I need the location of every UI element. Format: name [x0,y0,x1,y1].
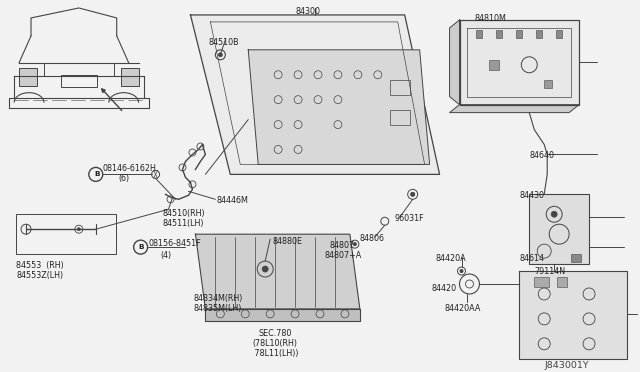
Bar [534,277,549,287]
Text: 84553  (RH): 84553 (RH) [16,261,64,270]
Text: (78L10(RH): (78L10(RH) [252,339,297,348]
Bar [19,68,37,86]
Text: B: B [138,244,143,250]
Text: 84420AA: 84420AA [445,304,481,313]
Text: 79114N: 79114N [534,267,565,276]
Polygon shape [449,105,579,113]
Bar [390,80,410,94]
Text: 84640: 84640 [529,151,554,160]
Bar [390,110,410,125]
Text: 84614: 84614 [519,254,544,263]
Text: 08156-8451F: 08156-8451F [148,239,201,248]
Bar [121,68,139,86]
Text: (6): (6) [118,174,130,183]
Bar [556,30,562,38]
Text: 84553Z(LH): 84553Z(LH) [16,271,63,280]
Bar [557,277,567,287]
Bar [61,75,97,87]
Bar [490,60,499,70]
Text: 84300: 84300 [295,7,320,16]
Text: 08146-6162H: 08146-6162H [103,164,157,173]
Text: 84807: 84807 [330,241,355,250]
Text: 84510B: 84510B [209,38,239,47]
Text: B: B [94,171,100,177]
Circle shape [460,270,463,273]
Polygon shape [529,194,589,264]
Text: 84446M: 84446M [216,196,248,205]
Text: 84806: 84806 [360,234,385,243]
Circle shape [551,211,557,217]
Bar [497,30,502,38]
Bar [536,30,542,38]
Text: 84807+A: 84807+A [325,251,362,260]
Text: SEC.780: SEC.780 [258,329,292,338]
Text: 84430: 84430 [519,191,544,201]
Text: 84420: 84420 [431,284,457,293]
Text: 78L11(LH)): 78L11(LH)) [252,349,299,358]
Polygon shape [449,20,460,105]
Circle shape [262,266,268,272]
Text: 84420A: 84420A [436,254,466,263]
Text: 84511(LH): 84511(LH) [163,219,204,228]
Bar [516,30,522,38]
Circle shape [353,243,356,246]
Polygon shape [191,15,440,174]
Polygon shape [205,309,360,321]
Text: 96031F: 96031F [395,214,424,223]
Circle shape [77,228,81,231]
Polygon shape [460,20,579,105]
Text: 84810M: 84810M [474,14,506,23]
Bar [476,30,483,38]
Polygon shape [248,50,429,164]
Text: 84835M(LH): 84835M(LH) [193,304,242,313]
Polygon shape [519,271,627,359]
Bar [571,254,581,262]
Bar [544,80,552,88]
Circle shape [218,53,222,57]
Text: 84834M(RH): 84834M(RH) [193,294,243,303]
Circle shape [411,192,415,196]
Text: 84880E: 84880E [272,237,302,246]
Polygon shape [195,234,360,309]
Text: J843001Y: J843001Y [544,361,589,370]
Text: 84510(RH): 84510(RH) [163,209,205,218]
Text: (4): (4) [161,251,172,260]
Bar [16,214,116,254]
